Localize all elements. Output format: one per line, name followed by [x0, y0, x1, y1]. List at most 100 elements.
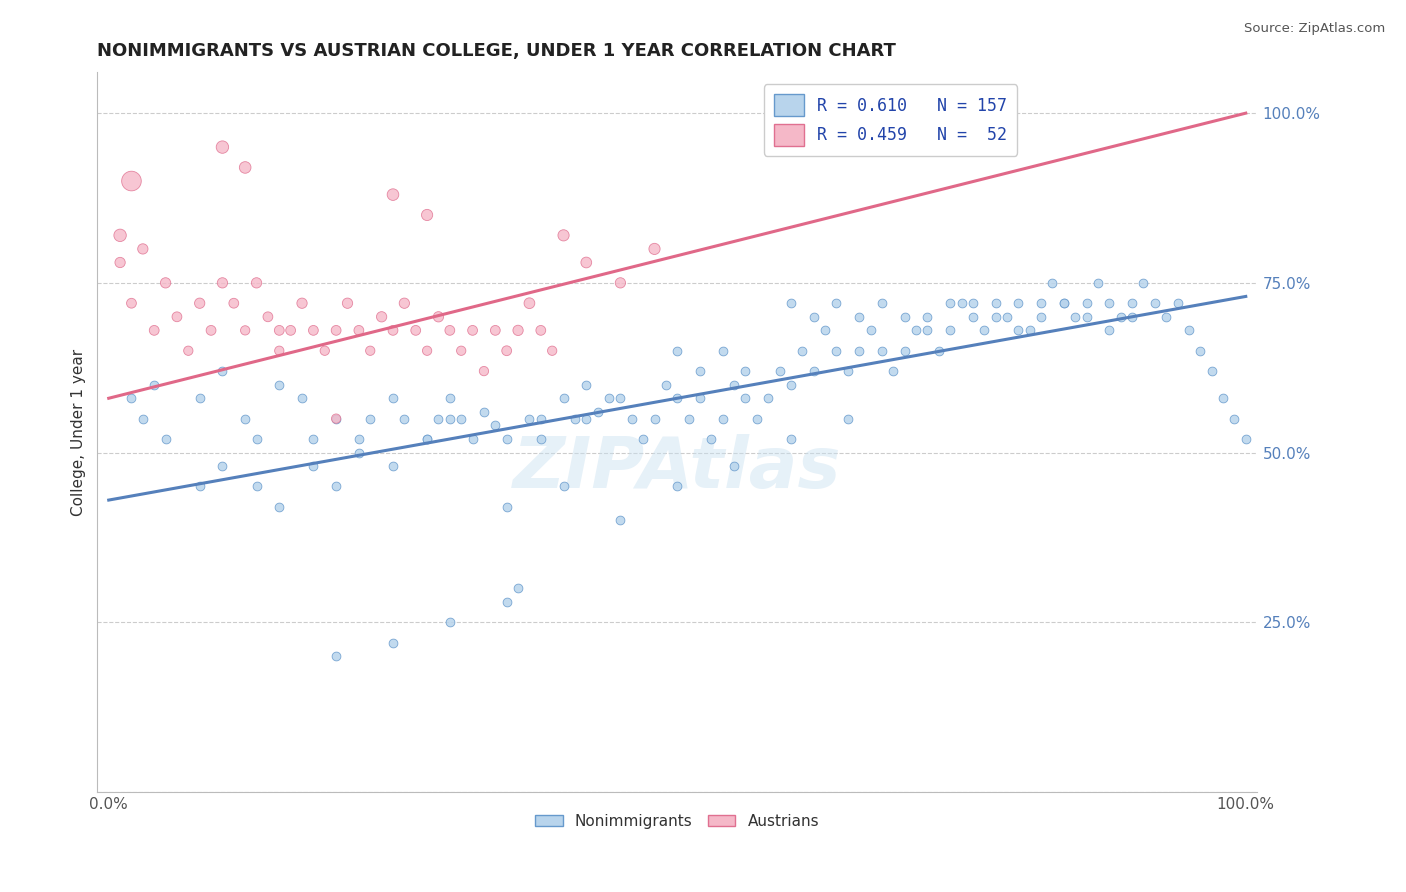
Point [1234, 432, 1257, 446]
Point [541, 343, 564, 358]
Point [347, 432, 370, 446]
Point [917, 310, 939, 324]
Point [1029, 310, 1052, 324]
Point [1053, 296, 1076, 310]
Point [416, 432, 439, 446]
Point [678, 411, 700, 425]
Point [233, 323, 256, 337]
Point [132, 242, 155, 256]
Point [689, 391, 711, 405]
Point [325, 411, 347, 425]
Point [848, 310, 870, 324]
Point [1076, 296, 1098, 310]
Point [609, 513, 631, 527]
Point [439, 411, 461, 425]
Point [347, 323, 370, 337]
Point [336, 296, 359, 310]
Point [1167, 296, 1189, 310]
Point [439, 615, 461, 630]
Point [382, 323, 405, 337]
Point [427, 310, 450, 324]
Point [882, 364, 904, 378]
Point [472, 364, 495, 378]
Point [803, 364, 825, 378]
Point [644, 242, 666, 256]
Point [962, 310, 984, 324]
Point [575, 255, 598, 269]
Point [450, 343, 472, 358]
Point [382, 635, 405, 649]
Point [928, 343, 950, 358]
Point [666, 479, 689, 493]
Point [734, 364, 756, 378]
Point [1064, 310, 1087, 324]
Point [325, 479, 347, 493]
Point [689, 364, 711, 378]
Point [700, 432, 723, 446]
Point [1042, 276, 1064, 290]
Point [723, 377, 745, 392]
Point [893, 343, 915, 358]
Point [939, 296, 962, 310]
Point [780, 296, 803, 310]
Point [394, 296, 416, 310]
Point [780, 377, 803, 392]
Point [609, 276, 631, 290]
Point [484, 323, 506, 337]
Point [734, 391, 756, 405]
Point [495, 500, 517, 514]
Point [382, 391, 405, 405]
Point [859, 323, 882, 337]
Point [121, 296, 143, 310]
Point [325, 411, 347, 425]
Point [495, 595, 517, 609]
Point [291, 296, 314, 310]
Point [155, 432, 177, 446]
Point [530, 432, 553, 446]
Point [803, 310, 825, 324]
Point [598, 391, 620, 405]
Point [143, 323, 166, 337]
Point [620, 411, 643, 425]
Point [530, 323, 553, 337]
Point [530, 411, 553, 425]
Point [950, 296, 973, 310]
Point [359, 343, 381, 358]
Point [359, 411, 381, 425]
Point [108, 228, 131, 243]
Point [269, 343, 291, 358]
Point [745, 411, 768, 425]
Point [155, 276, 177, 290]
Point [269, 323, 291, 337]
Point [1121, 310, 1143, 324]
Point [143, 377, 166, 392]
Point [211, 364, 233, 378]
Point [962, 296, 984, 310]
Point [1076, 310, 1098, 324]
Point [405, 323, 427, 337]
Point [519, 411, 541, 425]
Point [211, 459, 233, 474]
Point [984, 310, 1007, 324]
Point [325, 649, 347, 664]
Point [519, 296, 541, 310]
Point [416, 432, 439, 446]
Point [870, 343, 893, 358]
Point [644, 411, 666, 425]
Point [655, 377, 678, 392]
Point [825, 296, 848, 310]
Point [1189, 343, 1212, 358]
Text: ZIPAtlas: ZIPAtlas [513, 434, 842, 503]
Point [439, 323, 461, 337]
Point [506, 323, 529, 337]
Point [1029, 296, 1052, 310]
Point [382, 459, 405, 474]
Point [200, 323, 222, 337]
Point [461, 432, 484, 446]
Point [609, 391, 631, 405]
Point [756, 391, 779, 405]
Point [825, 343, 848, 358]
Point [837, 411, 859, 425]
Point [870, 296, 893, 310]
Text: NONIMMIGRANTS VS AUSTRIAN COLLEGE, UNDER 1 YEAR CORRELATION CHART: NONIMMIGRANTS VS AUSTRIAN COLLEGE, UNDER… [97, 42, 896, 60]
